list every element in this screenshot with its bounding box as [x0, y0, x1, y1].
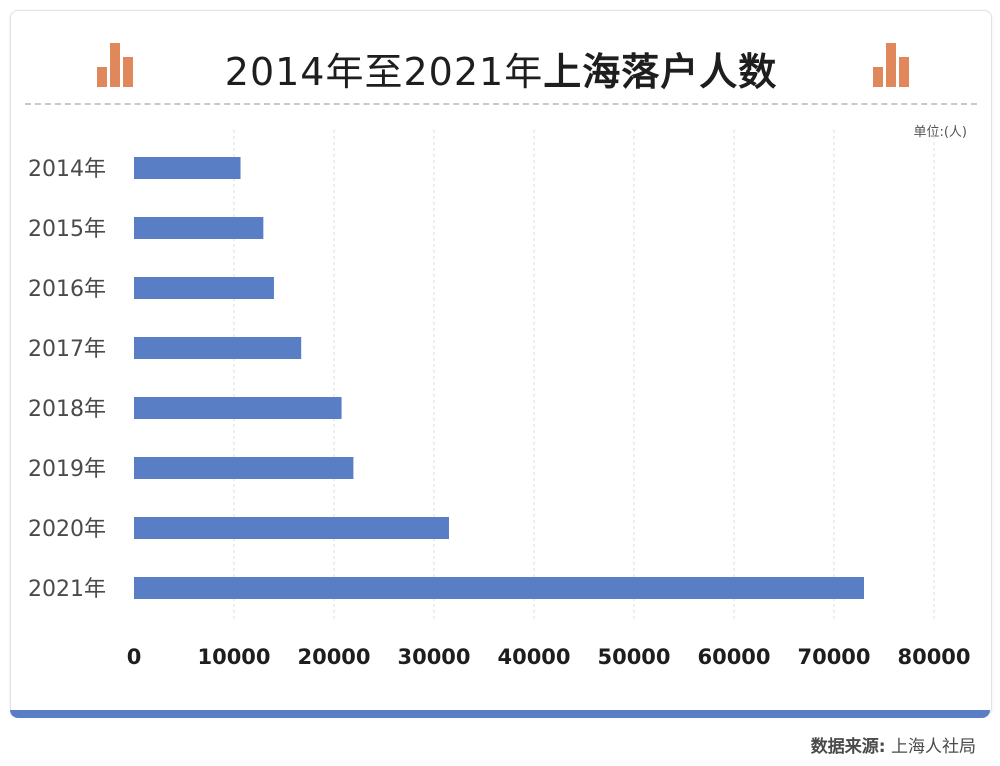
x-tick-label: 30000	[397, 645, 470, 669]
bar	[134, 277, 274, 299]
y-tick-label: 2016年	[28, 277, 106, 302]
y-tick-label: 2021年	[28, 577, 106, 602]
bar	[134, 577, 864, 599]
y-tick-label: 2018年	[28, 397, 106, 422]
x-tick-label: 40000	[497, 645, 570, 669]
data-source: 数据来源: 上海人社局	[811, 732, 976, 757]
header-divider	[25, 103, 977, 105]
bar	[134, 457, 354, 479]
chart-header: 2014年至2021年上海落户人数	[11, 11, 991, 103]
y-tick-label: 2014年	[28, 157, 106, 182]
x-tick-label: 10000	[197, 645, 270, 669]
chart-title-part1: 2014年至2021年	[224, 50, 544, 94]
x-tick-label: 50000	[597, 645, 670, 669]
bar-chart-icon-left	[97, 43, 137, 87]
x-tick-label: 80000	[897, 645, 970, 669]
bar	[134, 217, 264, 239]
bar	[134, 157, 241, 179]
y-tick-label: 2020年	[28, 517, 106, 542]
bar	[134, 337, 302, 359]
card-bottom-bar	[10, 710, 990, 718]
bar	[134, 397, 342, 419]
chart-title-part2: 上海落户人数	[543, 50, 778, 94]
data-source-label: 数据来源:	[810, 737, 886, 757]
y-tick-label: 2015年	[28, 217, 106, 242]
data-source-value: 上海人社局	[891, 737, 976, 757]
y-tick-label: 2019年	[28, 457, 106, 482]
chart-title: 2014年至2021年上海落户人数	[11, 41, 991, 96]
x-tick-label: 20000	[297, 645, 370, 669]
unit-label: 单位:(人)	[913, 125, 967, 140]
y-tick-label: 2017年	[28, 337, 106, 362]
bar-chart-icon-right	[873, 43, 913, 87]
bar	[134, 517, 449, 539]
x-tick-label: 60000	[697, 645, 770, 669]
x-tick-label: 0	[127, 645, 142, 669]
x-tick-label: 70000	[797, 645, 870, 669]
